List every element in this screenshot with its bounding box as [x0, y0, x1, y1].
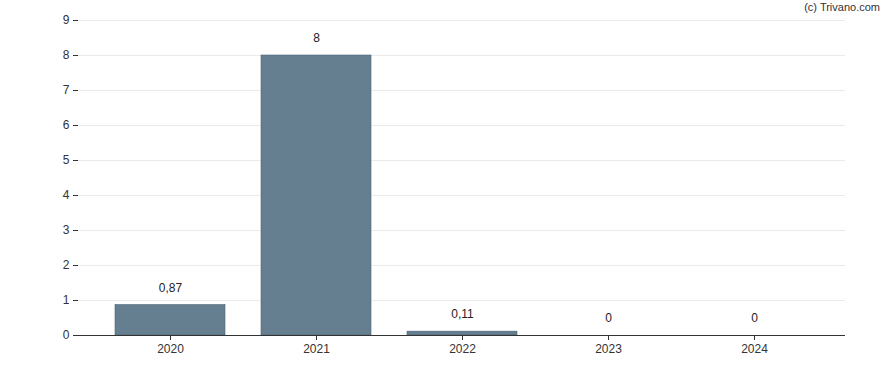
svg-text:2020: 2020	[157, 342, 184, 356]
svg-text:0,11: 0,11	[451, 307, 474, 321]
svg-text:2023: 2023	[595, 342, 622, 356]
svg-text:2021: 2021	[303, 342, 330, 356]
svg-text:0: 0	[63, 328, 70, 342]
svg-text:8: 8	[313, 31, 320, 45]
html-text:(c) Trivano.com: (c) Trivano.com	[804, 1, 880, 13]
svg-text:0: 0	[751, 311, 758, 325]
svg-text:3: 3	[63, 223, 70, 237]
svg-text:8: 8	[63, 48, 70, 62]
svg-text:2: 2	[63, 258, 70, 272]
svg-text:5: 5	[63, 153, 70, 167]
svg-text:7: 7	[63, 83, 70, 97]
svg-text:9: 9	[63, 13, 70, 27]
svg-text:2024: 2024	[741, 342, 768, 356]
svg-text:2022: 2022	[449, 342, 476, 356]
svg-text:0,87: 0,87	[159, 281, 183, 295]
svg-text:4: 4	[63, 188, 70, 202]
svg-text:1: 1	[63, 293, 70, 307]
svg-text:6: 6	[63, 118, 70, 132]
svg-text:0: 0	[605, 311, 612, 325]
